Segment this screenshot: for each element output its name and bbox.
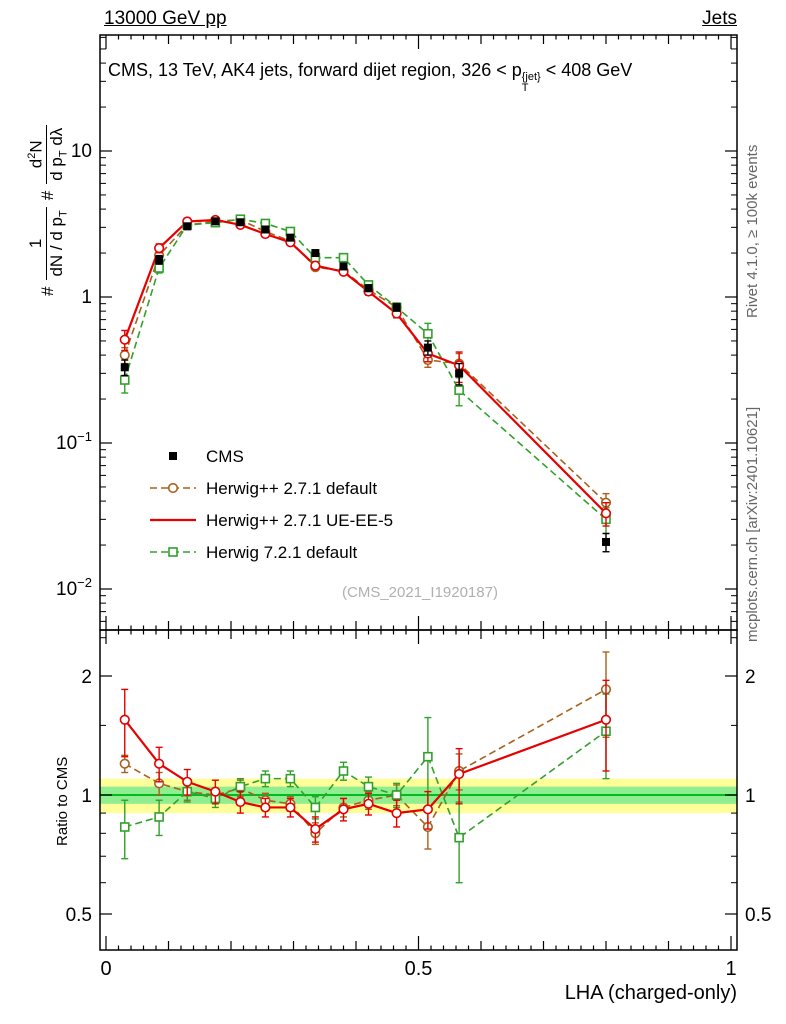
- ylabel-hash-2: #: [38, 190, 58, 201]
- svg-text:10−1: 10−1: [56, 429, 92, 454]
- svg-text:2: 2: [745, 667, 756, 688]
- analysis-id-watermark: (CMS_2021_I1920187): [342, 584, 498, 601]
- svg-text:0: 0: [100, 958, 111, 980]
- header-beam-energy: 13000 GeV pp: [104, 8, 227, 29]
- ylabel-frac2-num-sup: 2: [26, 152, 38, 159]
- ylabel-fraction-1: 1 dN / d pT: [26, 207, 70, 280]
- svg-text:10−2: 10−2: [56, 575, 92, 600]
- ylabel-frac2-den-text: d p: [47, 157, 67, 181]
- svg-text:1: 1: [745, 786, 756, 807]
- legend: CMS Herwig++ 2.7.1 default Herwig++ 2.7.…: [206, 447, 393, 562]
- main-y-axis-label: # 1 dN / d pT # d2N d pT dλ: [26, 124, 70, 296]
- svg-text:0.5: 0.5: [745, 905, 771, 926]
- ylabel-frac2-den-tail: dλ: [47, 127, 67, 151]
- svg-text:1: 1: [725, 958, 736, 980]
- ylabel-frac1-den-text: dN / d p: [46, 216, 66, 277]
- svg-text:10: 10: [71, 141, 92, 162]
- ylabel-frac2-num: d2N: [26, 124, 48, 184]
- ylabel-hash-1: #: [38, 286, 58, 296]
- plot-title: CMS, 13 TeV, AK4 jets, forward dijet reg…: [108, 60, 632, 94]
- x-axis-label: LHA (charged-only): [564, 982, 737, 1004]
- ylabel-frac2-den: d pT dλ: [47, 125, 70, 184]
- rivet-version-note: Rivet 4.1.0, ≥ 100k events: [744, 144, 761, 318]
- legend-label-herwigpp-ueee5: Herwig++ 2.7.1 UE-EE-5: [206, 511, 393, 530]
- ratio-y-axis-label: Ratio to CMS: [54, 756, 71, 846]
- header-analysis-group: Jets: [702, 8, 737, 29]
- legend-label-cms: CMS: [206, 447, 244, 466]
- mcplots-arxiv-note: mcplots.cern.ch [arXiv:2401.10621]: [744, 406, 761, 642]
- plot-title-sub: T: [521, 82, 529, 94]
- svg-text:0.5: 0.5: [66, 905, 92, 926]
- svg-text:2: 2: [81, 667, 92, 688]
- plot-title-suffix: < 408 GeV: [545, 60, 633, 80]
- svg-text:0.5: 0.5: [405, 958, 433, 980]
- pt-jet-subsup: {jet} T: [522, 72, 541, 94]
- ylabel-frac2-den-sub: T: [57, 150, 70, 158]
- svg-text:1: 1: [81, 287, 92, 308]
- ylabel-frac1-den-sub: T: [57, 210, 70, 217]
- ylabel-frac1-num: 1: [26, 207, 47, 280]
- legend-label-herwigpp-default: Herwig++ 2.7.1 default: [206, 479, 377, 498]
- legend-label-herwig7-default: Herwig 7.2.1 default: [206, 543, 357, 562]
- plot-title-sup: {jet}: [521, 71, 541, 83]
- plot-title-prefix: CMS, 13 TeV, AK4 jets, forward dijet reg…: [108, 60, 522, 80]
- ylabel-frac1-den: dN / d pT: [47, 207, 70, 279]
- ylabel-frac2-num-d: d: [26, 158, 46, 169]
- ylabel-frac2-num-tail: N: [26, 140, 46, 153]
- svg-text:1: 1: [81, 786, 92, 807]
- ylabel-fraction-2: d2N d pT dλ: [26, 124, 70, 184]
